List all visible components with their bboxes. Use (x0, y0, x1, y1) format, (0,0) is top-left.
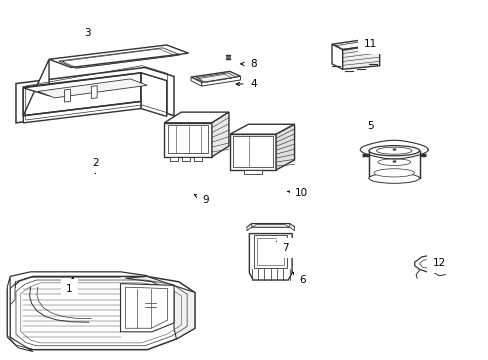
Polygon shape (23, 59, 49, 116)
Polygon shape (360, 140, 427, 159)
Polygon shape (211, 112, 228, 157)
Polygon shape (244, 170, 261, 174)
Polygon shape (289, 224, 294, 231)
Text: 10: 10 (287, 188, 308, 198)
Polygon shape (164, 123, 211, 157)
Polygon shape (194, 157, 202, 161)
Polygon shape (141, 73, 166, 116)
Polygon shape (196, 73, 235, 82)
Polygon shape (191, 71, 240, 82)
Text: 6: 6 (291, 272, 305, 285)
Polygon shape (23, 102, 141, 123)
Polygon shape (246, 224, 251, 231)
Text: 12: 12 (431, 258, 445, 268)
Polygon shape (23, 73, 166, 96)
Ellipse shape (368, 145, 419, 156)
Text: 11: 11 (363, 39, 376, 49)
Text: 1: 1 (66, 278, 74, 294)
Polygon shape (38, 79, 147, 98)
Polygon shape (191, 77, 201, 86)
Polygon shape (91, 86, 97, 99)
Polygon shape (414, 255, 443, 272)
Polygon shape (246, 224, 294, 227)
Polygon shape (229, 134, 276, 170)
Ellipse shape (368, 173, 419, 183)
Polygon shape (10, 284, 15, 305)
Text: 7: 7 (276, 241, 288, 253)
Text: 3: 3 (84, 28, 91, 38)
Polygon shape (7, 276, 33, 351)
Polygon shape (164, 112, 228, 123)
Text: 9: 9 (194, 194, 208, 204)
Polygon shape (331, 44, 342, 69)
Polygon shape (120, 284, 174, 332)
Polygon shape (252, 225, 288, 227)
Polygon shape (229, 124, 294, 134)
Polygon shape (276, 124, 294, 170)
Polygon shape (16, 67, 174, 123)
Polygon shape (49, 45, 188, 67)
Polygon shape (342, 44, 379, 69)
Polygon shape (201, 76, 240, 86)
Polygon shape (249, 234, 291, 280)
Ellipse shape (373, 169, 414, 177)
Polygon shape (125, 276, 195, 339)
Polygon shape (331, 39, 379, 50)
Polygon shape (182, 157, 190, 161)
Polygon shape (10, 276, 195, 350)
Polygon shape (64, 89, 70, 102)
Text: 8: 8 (240, 59, 256, 69)
Text: 4: 4 (236, 78, 257, 89)
Polygon shape (368, 152, 419, 178)
Text: 5: 5 (366, 121, 373, 131)
Polygon shape (170, 157, 178, 161)
Text: 2: 2 (92, 158, 99, 173)
